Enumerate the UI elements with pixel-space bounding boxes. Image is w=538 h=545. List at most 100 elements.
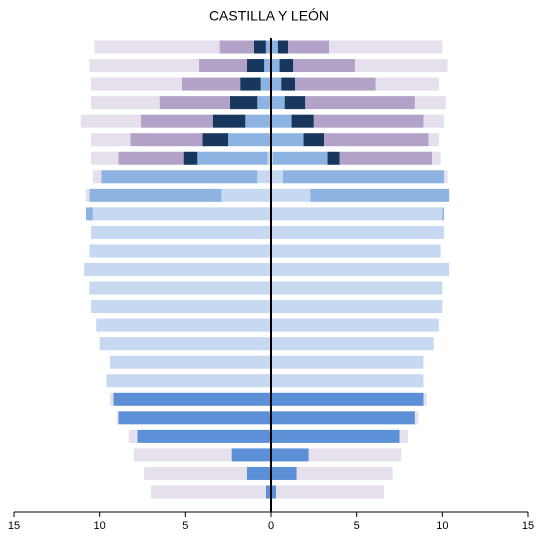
bar-segment (265, 40, 271, 54)
bar-segment (282, 170, 445, 184)
bar-segment (271, 300, 443, 314)
bar-segment (294, 77, 376, 91)
bar-segment (264, 59, 271, 73)
bar-segment (144, 466, 248, 480)
bar-segment (89, 281, 272, 295)
bar-segment (293, 59, 355, 73)
bar-segment (271, 466, 297, 480)
chart-title: CASTILLA Y LEÓN (209, 8, 329, 24)
bar-segment (414, 411, 419, 425)
bar-segment (91, 151, 119, 165)
bar-segment (271, 263, 450, 276)
bar-segment (80, 114, 141, 128)
bar-segment (375, 77, 439, 91)
bar-segment (91, 133, 131, 147)
bar-segment (399, 429, 409, 443)
bar-segment (271, 188, 311, 202)
bar-segment (89, 244, 272, 258)
bar-segment (414, 96, 446, 110)
bar-segment (128, 429, 138, 443)
x-tick-label: 15 (8, 520, 20, 532)
bar-segment (329, 40, 443, 54)
bar-segment (247, 59, 265, 73)
x-tick-label: 0 (268, 520, 274, 532)
bar-segment (271, 318, 439, 332)
bar-segment (253, 40, 266, 54)
bar-segment (118, 411, 271, 425)
bar-segment (91, 77, 182, 91)
bar-segment (271, 225, 445, 239)
bar-segment (271, 392, 424, 406)
bar-segment (271, 411, 415, 425)
x-tick-label: 10 (436, 520, 448, 532)
bar-segment (183, 151, 198, 165)
bar-segment (267, 151, 271, 165)
bar-segment (296, 466, 393, 480)
bar-segment (428, 133, 439, 147)
bar-segment (212, 114, 246, 128)
bar-segment (91, 225, 271, 239)
bar-segment (257, 96, 271, 110)
bar-segment (327, 151, 340, 165)
bar-segment (229, 96, 258, 110)
bar-segment (308, 448, 402, 462)
bar-segment (181, 77, 241, 91)
bar-segment (423, 114, 445, 128)
bar-segment (247, 466, 271, 480)
bar-segment (89, 188, 222, 202)
bar-segment (159, 96, 230, 110)
bar-segment (109, 355, 272, 369)
bar-segment (257, 170, 271, 184)
bar-segment (271, 281, 443, 295)
bar-segment (313, 114, 424, 128)
bar-segment (151, 485, 266, 499)
bar-segment (354, 59, 448, 73)
bar-segment (271, 40, 278, 54)
bar-segment (444, 170, 448, 184)
bar-segment (260, 77, 271, 91)
bar-segment (305, 96, 415, 110)
bar-segment (271, 374, 424, 388)
bar-segment (276, 485, 385, 499)
bar-segment (288, 40, 330, 54)
bar-segment (92, 170, 102, 184)
bar-segment (272, 151, 328, 165)
bar-segment (271, 337, 434, 351)
bar-segment (271, 355, 424, 369)
bar-segment (271, 77, 282, 91)
bar-segment (324, 133, 429, 147)
bar-segment (339, 151, 433, 165)
bar-segment (197, 151, 268, 165)
bar-segment (432, 151, 441, 165)
bar-segment (271, 133, 304, 147)
bar-segment (221, 188, 271, 202)
bar-segment (271, 485, 277, 499)
bar-segment (101, 170, 258, 184)
bar-segment (245, 114, 271, 128)
bar-segment (92, 207, 272, 221)
bar-segment (228, 133, 271, 147)
bar-segment (99, 337, 272, 351)
bar-segment (231, 448, 271, 462)
bar-segment (91, 96, 160, 110)
bar-segment (271, 96, 285, 110)
bar-segment (271, 244, 441, 258)
bar-segment (85, 188, 90, 202)
bar-segment (140, 114, 213, 128)
bar-segment (291, 114, 314, 128)
bar-segment (271, 207, 443, 221)
bar-segment (89, 59, 200, 73)
bar-segment (202, 133, 229, 147)
bar-segment (219, 40, 254, 54)
bar-segment (118, 151, 184, 165)
bar-segment (423, 392, 427, 406)
bar-segment (133, 448, 232, 462)
bar-segment (271, 59, 280, 73)
bar-segment (271, 170, 283, 184)
bar-segment (113, 392, 271, 406)
bar-segment (265, 485, 271, 499)
bar-segment (442, 207, 445, 221)
bar-segment (84, 263, 271, 276)
bar-segment (130, 133, 203, 147)
